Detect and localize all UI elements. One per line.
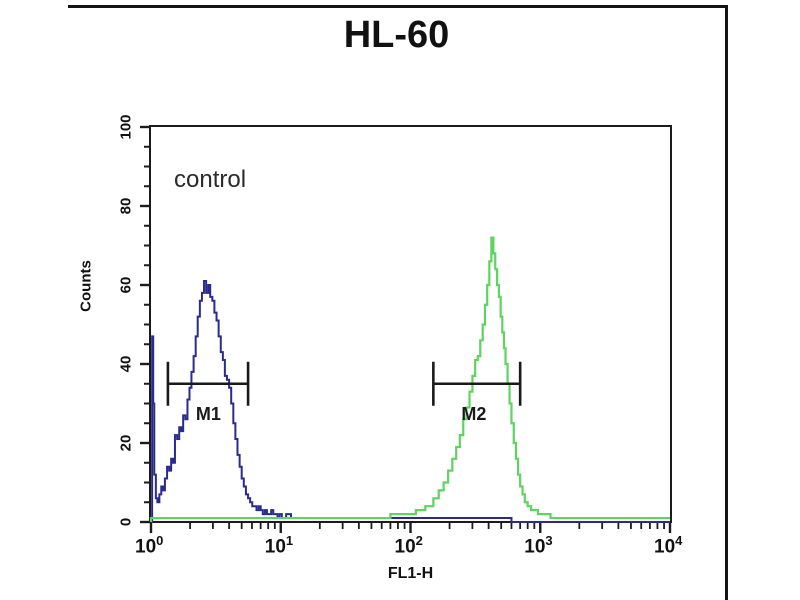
- x-tick-1e1: 101: [264, 533, 294, 558]
- figure-right-border: [725, 5, 728, 600]
- page-title: HL-60: [343, 14, 450, 56]
- control-annotation: control: [174, 166, 247, 193]
- x-tick-1e3: 103: [524, 533, 553, 558]
- gate-label-m2: M2: [461, 403, 487, 424]
- y-tick-0: 0: [117, 517, 135, 527]
- x-tick-1e0: 100: [135, 533, 164, 558]
- y-tick-20: 20: [117, 434, 135, 452]
- y-tick-40: 40: [117, 355, 135, 373]
- y-tick-80: 80: [117, 197, 135, 215]
- x-axis-label: FL1-H: [387, 565, 434, 582]
- y-tick-100: 100: [117, 114, 135, 140]
- figure-top-border: [68, 5, 728, 8]
- y-tick-60: 60: [117, 276, 135, 294]
- x-tick-1e4: 104: [654, 533, 683, 558]
- y-axis-label: Counts: [77, 260, 95, 312]
- gate-label-m1: M1: [195, 403, 221, 424]
- x-tick-1e2: 102: [394, 533, 423, 558]
